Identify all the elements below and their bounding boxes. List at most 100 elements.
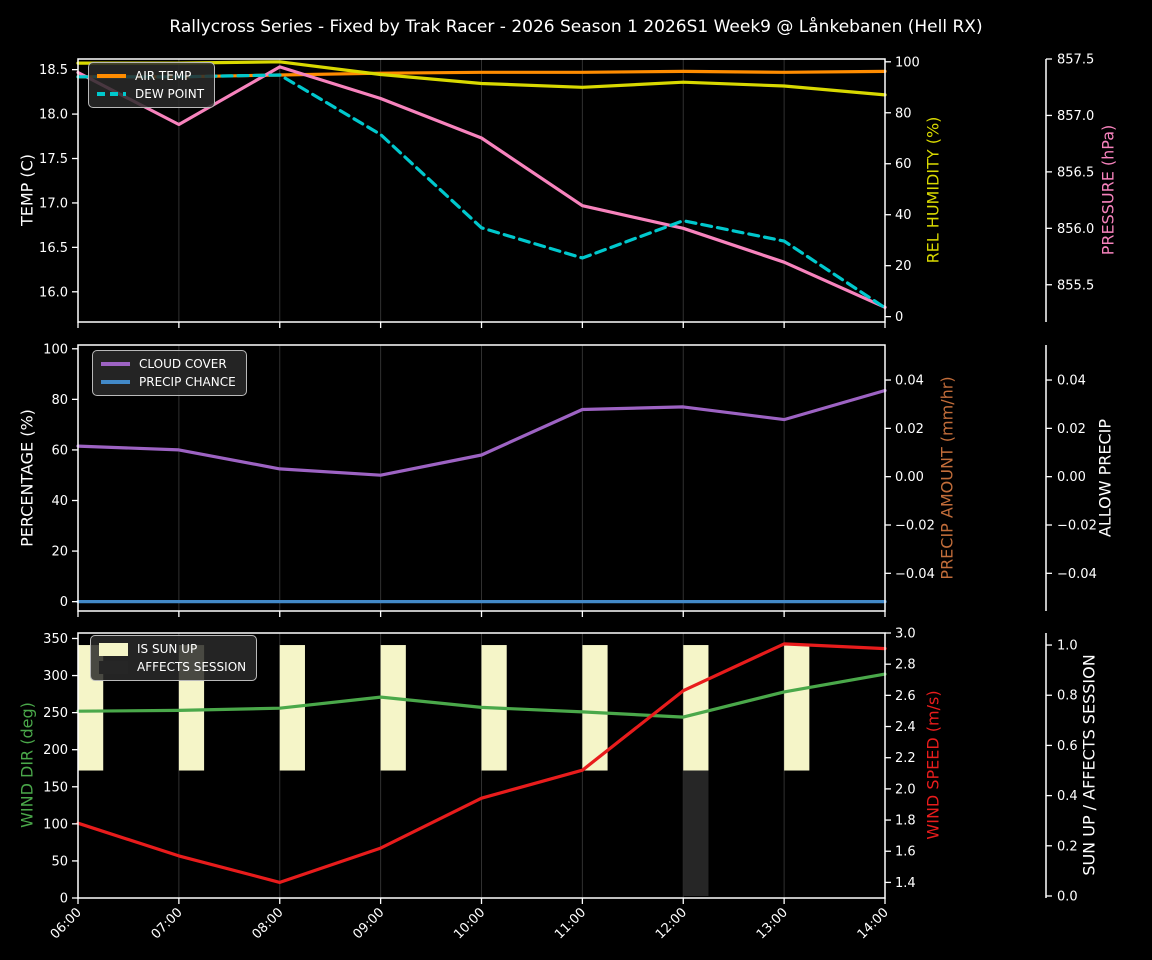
tick-label: 0 (60, 595, 68, 610)
humidity-axis-label: REL HUMIDITY (%) (923, 116, 943, 264)
left-axis: 16.0 16.5 17.0 17.5 18.0 18.5 (39, 63, 78, 300)
tick-label: 18.0 (39, 108, 68, 123)
tick-label: −0.04 (895, 567, 935, 582)
precip-amount-axis-label: PRECIP AMOUNT (mm/hr) (937, 376, 957, 580)
tick-label: 150 (43, 780, 68, 795)
tick-label: 1.6 (895, 845, 916, 860)
x-tick-label: 13:00 (754, 905, 791, 942)
air-temp-line-swatch (97, 74, 126, 78)
tick-label: 17.5 (39, 152, 68, 167)
plot-cloud-precip: 020406080100−0.04−0.020.000.020.04−0.04−… (43, 342, 1097, 617)
is-sun-up-patch-swatch (99, 642, 128, 656)
tick-label: 60 (51, 443, 68, 458)
tick-label: 856.5 (1057, 165, 1094, 180)
tick-label: 60 (895, 157, 912, 172)
percentage-axis-label: PERCENTAGE (%) (17, 409, 37, 547)
temp-legend: AIR TEMP DEW POINT (88, 62, 216, 108)
tick-label: 0.6 (1057, 739, 1078, 754)
tick-label: 100 (43, 342, 68, 357)
tick-label: 1.4 (895, 876, 916, 891)
tick-label: 0.2 (1057, 839, 1078, 854)
bottom-axis (77, 611, 886, 617)
bottom-axis: 06:00 07:00 08:00 09:00 10:00 11:00 12:00 13:00… (48, 898, 892, 942)
bottom-axis (77, 322, 886, 328)
tick-label: 80 (51, 393, 68, 408)
is-sun-up-bar (784, 645, 810, 771)
precip-chance-legend-label: PRECIP CHANCE (139, 375, 236, 389)
tick-label: 0.00 (1057, 470, 1086, 485)
tick-label: 300 (43, 669, 68, 684)
tick-label: 1.8 (895, 814, 916, 829)
is-sun-up-bar (380, 645, 406, 771)
affects-session-bar (683, 770, 709, 896)
legend-row-air-temp: AIR TEMP (97, 69, 204, 83)
legend-row-is-sun-up: IS SUN UP (99, 642, 246, 656)
precip-chance-line-swatch (101, 380, 130, 384)
tick-label: 0 (895, 310, 903, 325)
x-tick-label: 14:00 (855, 905, 892, 942)
tick-label: 350 (43, 632, 68, 647)
tick-label: 0.0 (1057, 889, 1078, 904)
legend-row-precip-chance: PRECIP CHANCE (101, 375, 236, 389)
tick-label: 2.8 (895, 658, 916, 673)
tick-label: 16.5 (39, 241, 68, 256)
right-axis-1: 0 20 40 60 80 100 (885, 55, 920, 325)
cloud-cover-line (76, 388, 887, 477)
dew-point-line-swatch (97, 92, 126, 96)
x-tick-label: 07:00 (149, 905, 186, 942)
sun-session-legend: IS SUN UP AFFECTS SESSION (90, 635, 258, 681)
tick-label: 50 (51, 854, 68, 869)
right-axis-2: 855.5 856.0 856.5 857.0 857.5 (1045, 53, 1094, 322)
figure-title: Rallycross Series - Fixed by Trak Racer … (169, 17, 983, 37)
tick-label: 1.0 (1057, 639, 1078, 654)
dew-point-legend-label: DEW POINT (135, 87, 205, 101)
legend-row-dew-point: DEW POINT (97, 87, 204, 101)
tick-label: 857.5 (1057, 53, 1094, 68)
right-axis-1: −0.04 −0.02 0.00 0.02 0.04 (885, 374, 935, 582)
x-tick-label: 08:00 (249, 905, 286, 942)
tick-label: −0.02 (1057, 518, 1097, 533)
tick-label: 100 (895, 55, 920, 70)
affects-session-legend-label: AFFECTS SESSION (137, 660, 247, 674)
tick-label: 17.0 (39, 196, 68, 211)
left-axis: 0 50 100 150 200 250 300 350 (43, 632, 78, 907)
right-axis-2: −0.04 −0.02 0.00 0.02 0.04 (1045, 345, 1097, 611)
cloud-cover-line-swatch (101, 362, 130, 366)
tick-label: 2.0 (895, 782, 916, 797)
temp-axis-label: TEMP (C) (17, 153, 37, 227)
allow-precip-axis-label: ALLOW PRECIP (1095, 418, 1115, 538)
affects-session-bars (683, 770, 709, 896)
tick-label: −0.02 (895, 518, 935, 533)
wind-speed-axis-label: WIND SPEED (m/s) (923, 690, 943, 840)
air-temp-legend-label: AIR TEMP (135, 69, 192, 83)
pressure-axis-label: PRESSURE (hPa) (1098, 124, 1118, 256)
tick-label: 40 (51, 494, 68, 509)
is-sun-up-legend-label: IS SUN UP (137, 642, 198, 656)
x-tick-label: 11:00 (552, 905, 589, 942)
affects-session-patch-swatch (99, 660, 128, 674)
wind-dir-axis-label: WIND DIR (deg) (17, 702, 37, 828)
tick-label: 0.4 (1057, 789, 1078, 804)
tick-label: 80 (895, 106, 912, 121)
tick-label: 2.2 (895, 751, 916, 766)
tick-label: 40 (895, 208, 912, 223)
tick-label: 100 (43, 817, 68, 832)
tick-label: 0.8 (1057, 689, 1078, 704)
tick-label: 856.0 (1057, 222, 1094, 237)
tick-label: 18.5 (39, 63, 68, 78)
tick-label: 0.02 (1057, 422, 1086, 437)
tick-label: 0.02 (895, 422, 924, 437)
cloud-cover-legend-label: CLOUD COVER (139, 357, 227, 371)
tick-label: 857.0 (1057, 109, 1094, 124)
tick-label: 0.04 (895, 374, 924, 389)
tick-label: 2.4 (895, 720, 916, 735)
right-axis-2: 0.0 0.2 0.4 0.6 0.8 1.0 (1045, 633, 1078, 904)
tick-label: 250 (43, 706, 68, 721)
tick-label: 20 (51, 545, 68, 560)
tick-label: 3.0 (895, 627, 916, 642)
x-tick-label: 12:00 (653, 905, 690, 942)
is-sun-up-bar (582, 645, 608, 771)
x-tick-label: 06:00 (48, 905, 85, 942)
